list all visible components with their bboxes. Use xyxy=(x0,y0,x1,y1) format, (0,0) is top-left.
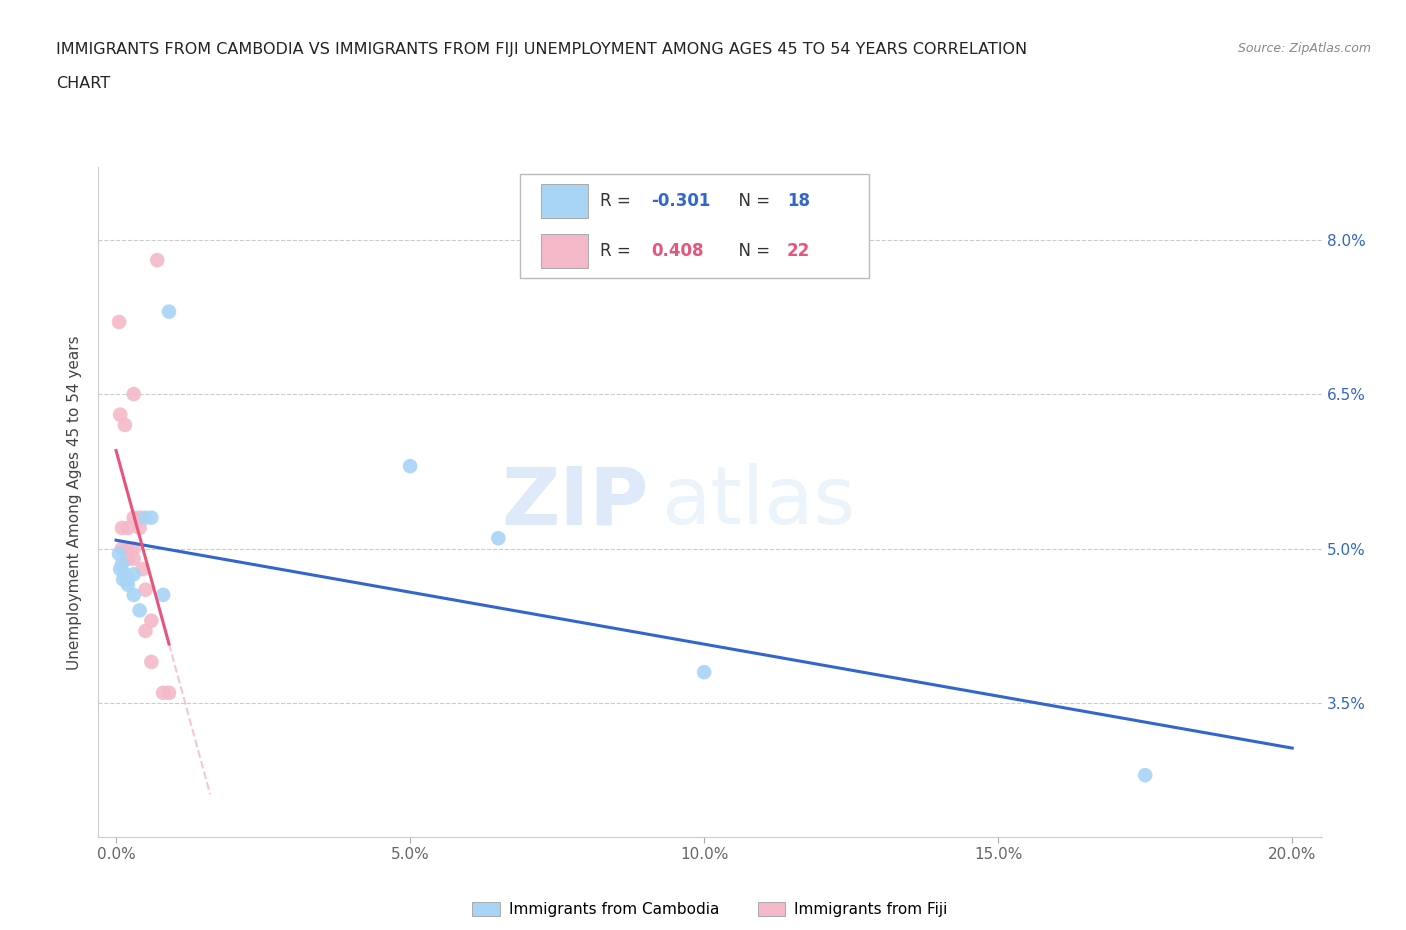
Point xyxy=(128,511,150,525)
Point xyxy=(157,304,180,319)
Text: IMMIGRANTS FROM CAMBODIA VS IMMIGRANTS FROM FIJI UNEMPLOYMENT AMONG AGES 45 TO 5: IMMIGRANTS FROM CAMBODIA VS IMMIGRANTS F… xyxy=(56,42,1028,57)
Text: ZIP: ZIP xyxy=(502,463,650,541)
FancyBboxPatch shape xyxy=(541,184,588,218)
Point xyxy=(122,541,145,556)
Point xyxy=(134,511,156,525)
Point xyxy=(122,511,145,525)
Point xyxy=(146,253,169,268)
Text: atlas: atlas xyxy=(661,463,855,541)
Point xyxy=(152,588,174,603)
Point xyxy=(111,521,134,536)
Point xyxy=(157,685,180,700)
Point xyxy=(111,556,134,571)
Text: 18: 18 xyxy=(787,192,810,210)
FancyBboxPatch shape xyxy=(520,174,869,278)
Text: N =: N = xyxy=(728,242,776,260)
Point xyxy=(111,541,134,556)
Text: N =: N = xyxy=(728,192,776,210)
Point xyxy=(108,562,131,577)
Point xyxy=(128,603,150,618)
Text: CHART: CHART xyxy=(56,76,110,91)
Point xyxy=(108,546,131,561)
Text: 22: 22 xyxy=(787,242,810,260)
Point xyxy=(399,458,422,473)
Text: 0.408: 0.408 xyxy=(651,242,704,260)
Point xyxy=(134,623,156,638)
Point xyxy=(108,314,131,329)
Point xyxy=(108,407,131,422)
Point xyxy=(117,551,139,566)
Legend: Immigrants from Cambodia, Immigrants from Fiji: Immigrants from Cambodia, Immigrants fro… xyxy=(467,896,953,923)
Point xyxy=(122,567,145,582)
Point xyxy=(1135,768,1157,783)
Point xyxy=(131,562,153,577)
Point xyxy=(141,511,163,525)
Point xyxy=(117,578,139,592)
FancyBboxPatch shape xyxy=(541,234,588,268)
Point xyxy=(486,531,509,546)
Point xyxy=(122,588,145,603)
Point xyxy=(114,418,136,432)
Y-axis label: Unemployment Among Ages 45 to 54 years: Unemployment Among Ages 45 to 54 years xyxy=(67,335,83,670)
Text: -0.301: -0.301 xyxy=(651,192,710,210)
Text: Source: ZipAtlas.com: Source: ZipAtlas.com xyxy=(1237,42,1371,55)
Point xyxy=(128,521,150,536)
Point xyxy=(141,613,163,628)
Text: R =: R = xyxy=(600,242,636,260)
Point xyxy=(122,387,145,402)
Point xyxy=(134,582,156,597)
Point xyxy=(122,551,145,566)
Point xyxy=(117,521,139,536)
Point xyxy=(141,655,163,670)
Text: R =: R = xyxy=(600,192,636,210)
Point xyxy=(152,685,174,700)
Point xyxy=(112,572,135,587)
Point xyxy=(117,541,139,556)
Point xyxy=(114,567,136,582)
Point xyxy=(117,572,139,587)
Point xyxy=(693,665,716,680)
